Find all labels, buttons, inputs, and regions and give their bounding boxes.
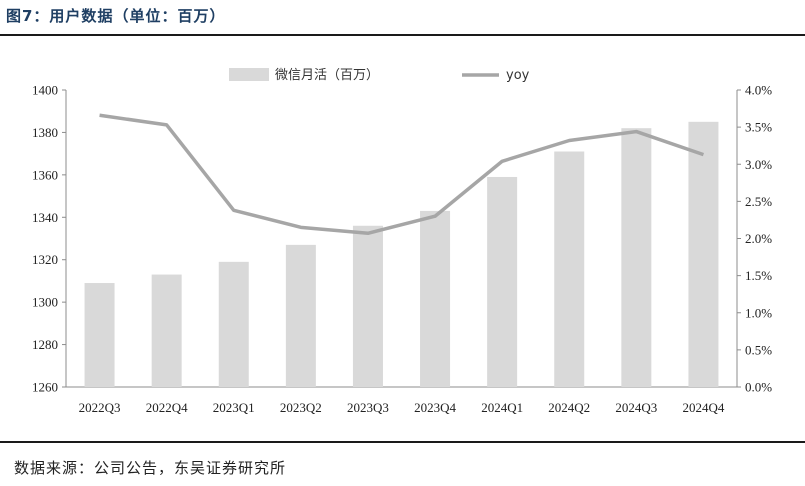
chart: 1260 1280 1300 1320 1340 1360 1380 1400 0.0% 0.5…: [32, 68, 772, 415]
x-tick-label: 2022Q4: [146, 400, 188, 415]
legend-bar-label: 微信月活（百万）: [275, 68, 379, 83]
legend-line-label: yoy: [506, 68, 530, 83]
left-tick-label: 1300: [32, 295, 58, 310]
line-series: [99, 113, 705, 236]
bar-2024Q1: [487, 176, 518, 387]
right-tick-label: 0.5%: [745, 342, 772, 357]
x-tick-label: 2023Q1: [213, 400, 255, 415]
left-axis-ticks: 1260 1280 1300 1320 1340 1360 1380 1400: [32, 83, 66, 395]
bar-2022Q4: [151, 274, 182, 387]
source-note: 数据来源：公司公告，东吴证券研究所: [14, 459, 287, 477]
x-tick-label: 2024Q2: [548, 400, 590, 415]
x-tick-label: 2024Q1: [481, 400, 523, 415]
yoy-line: [99, 113, 705, 236]
bar-series: [84, 121, 719, 388]
right-tick-label: 2.0%: [745, 231, 772, 246]
bar-2024Q2: [554, 151, 585, 387]
right-tick-label: 2.5%: [745, 194, 772, 209]
bar-2023Q4: [420, 210, 451, 387]
bar-2023Q3: [352, 225, 383, 387]
right-tick-label: 1.0%: [745, 305, 772, 320]
left-tick-label: 1320: [32, 252, 58, 267]
bar-2023Q1: [218, 261, 249, 387]
figure-title: 图7：用户数据（单位：百万）: [6, 7, 226, 25]
right-tick-label: 1.5%: [745, 268, 772, 283]
x-tick-label: 2023Q3: [347, 400, 389, 415]
x-tick-label: 2023Q2: [280, 400, 322, 415]
right-tick-label: 4.0%: [745, 83, 772, 98]
legend: 微信月活（百万） yoy: [229, 68, 530, 83]
left-tick-label: 1360: [32, 167, 58, 182]
left-tick-label: 1400: [32, 83, 58, 98]
legend-bar-swatch: [229, 68, 269, 81]
bar-2023Q2: [285, 244, 316, 387]
x-tick-label: 2024Q3: [615, 400, 657, 415]
top-rule: [0, 34, 805, 36]
left-tick-label: 1340: [32, 210, 58, 225]
right-tick-label: 3.5%: [745, 120, 772, 135]
x-tick-label: 2024Q4: [683, 400, 725, 415]
x-tick-label: 2023Q4: [414, 400, 456, 415]
left-tick-label: 1280: [32, 337, 58, 352]
bottom-rule: [0, 441, 805, 443]
bar-2024Q3: [621, 128, 652, 387]
right-axis-ticks: 0.0% 0.5% 1.0% 1.5% 2.0% 2.5% 3.0% 3.5% 4.0%: [737, 83, 772, 395]
bar-2024Q4: [688, 121, 719, 388]
left-tick-label: 1380: [32, 125, 58, 140]
x-tick-label: 2022Q3: [79, 400, 121, 415]
bar-2022Q3: [84, 283, 115, 387]
right-tick-label: 0.0%: [745, 380, 772, 395]
x-axis-ticks: 2022Q3 2022Q4 2023Q1 2023Q2 2023Q3 2023Q4 2024…: [79, 400, 725, 415]
left-tick-label: 1260: [32, 380, 58, 395]
right-tick-label: 3.0%: [745, 157, 772, 172]
